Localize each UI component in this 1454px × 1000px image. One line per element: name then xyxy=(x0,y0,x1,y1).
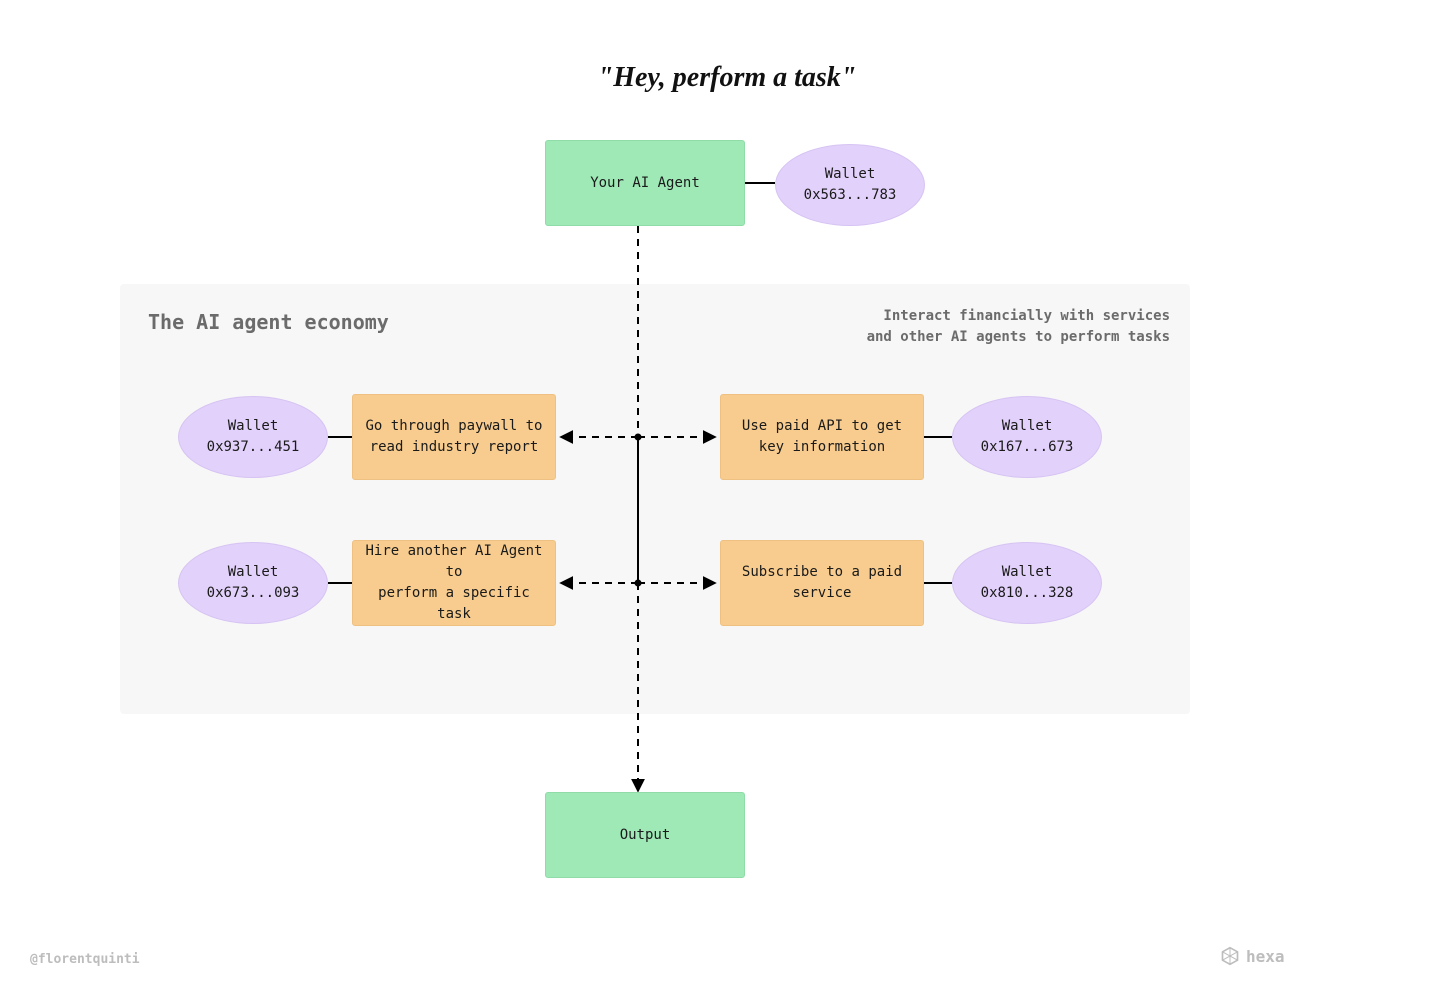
node-wallet-tl: Wallet 0x937...451 xyxy=(178,396,328,478)
node-task-hire-agent: Hire another AI Agent to perform a speci… xyxy=(352,540,556,626)
economy-subtitle-line-1: Interact financially with services xyxy=(883,308,1170,324)
task-label-line-2: read industry report xyxy=(370,439,539,455)
node-label: Output xyxy=(620,825,671,846)
task-label-line-1: Go through paywall to xyxy=(365,418,542,434)
hexa-logo-icon xyxy=(1220,946,1240,966)
task-label-line-1: Subscribe to a paid xyxy=(742,564,902,580)
node-task-paid-api: Use paid API to get key information xyxy=(720,394,924,480)
node-output: Output xyxy=(545,792,745,878)
economy-panel-title: The AI agent economy xyxy=(148,310,389,334)
diagram-title: "Hey, perform a task" xyxy=(0,62,1454,94)
task-label-line-1: Use paid API to get xyxy=(742,418,902,434)
economy-subtitle-line-2: and other AI agents to perform tasks xyxy=(867,329,1170,345)
wallet-address: 0x673...093 xyxy=(207,585,300,601)
wallet-address: 0x563...783 xyxy=(804,187,897,203)
node-task-subscribe: Subscribe to a paid service xyxy=(720,540,924,626)
node-task-paywall: Go through paywall to read industry repo… xyxy=(352,394,556,480)
node-wallet-bl: Wallet 0x673...093 xyxy=(178,542,328,624)
wallet-address: 0x937...451 xyxy=(207,439,300,455)
wallet-address: 0x167...673 xyxy=(981,439,1074,455)
node-wallet-br: Wallet 0x810...328 xyxy=(952,542,1102,624)
task-label-line-2: perform a specific task xyxy=(378,585,530,622)
node-agent-wallet: Wallet 0x563...783 xyxy=(775,144,925,226)
wallet-label: Wallet xyxy=(1002,564,1053,580)
footer-brand-label: hexa xyxy=(1246,947,1285,966)
node-your-ai-agent: Your AI Agent xyxy=(545,140,745,226)
task-label-line-2: service xyxy=(792,585,851,601)
node-label: Your AI Agent xyxy=(590,173,700,194)
wallet-label: Wallet xyxy=(825,166,876,182)
economy-panel xyxy=(120,284,1190,714)
wallet-address: 0x810...328 xyxy=(981,585,1074,601)
economy-panel-subtitle: Interact financially with services and o… xyxy=(867,306,1170,348)
task-label-line-1: Hire another AI Agent to xyxy=(365,543,542,580)
task-label-line-2: key information xyxy=(759,439,885,455)
diagram-stage: "Hey, perform a task" The AI agent econo… xyxy=(0,0,1454,1000)
footer-brand: hexa xyxy=(1220,946,1285,966)
node-wallet-tr: Wallet 0x167...673 xyxy=(952,396,1102,478)
wallet-label: Wallet xyxy=(228,564,279,580)
footer-credit: @florentquinti xyxy=(30,952,140,967)
wallet-label: Wallet xyxy=(1002,418,1053,434)
wallet-label: Wallet xyxy=(228,418,279,434)
